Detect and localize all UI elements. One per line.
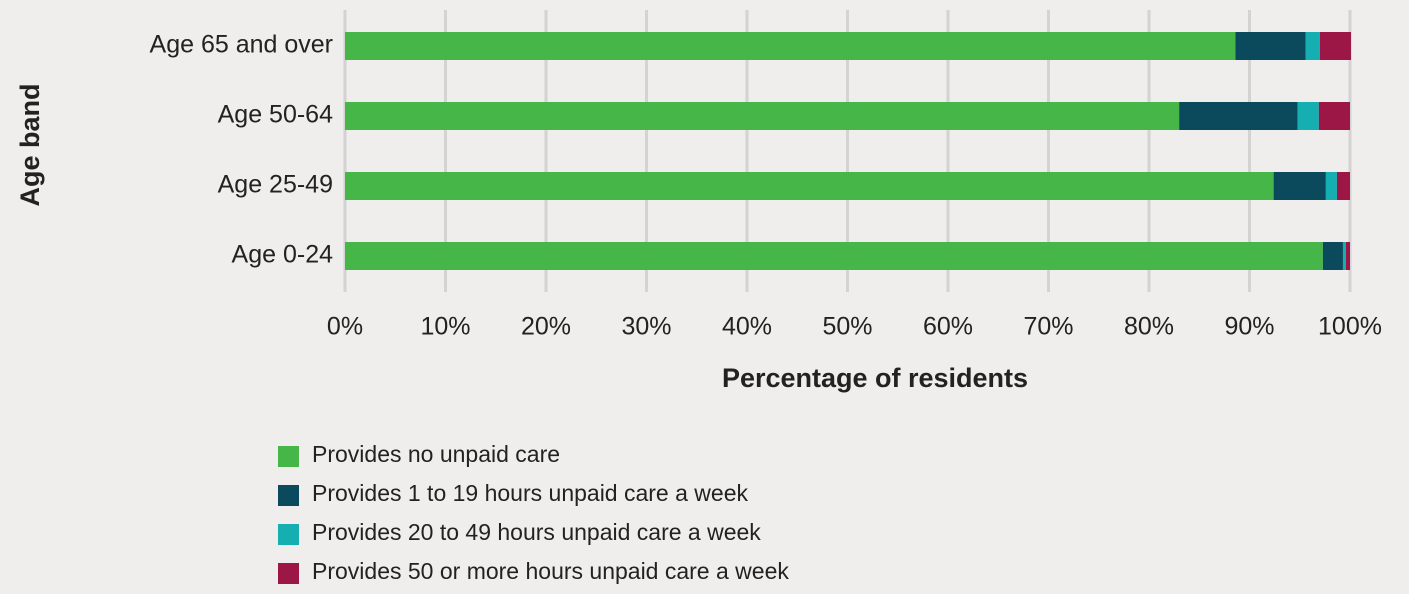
bar-segment (345, 172, 1274, 200)
bar-segment (1319, 32, 1352, 60)
y-tick-label: Age 50-64 (218, 101, 333, 129)
legend-swatch (278, 524, 299, 545)
x-tick-label: 10% (420, 313, 470, 341)
x-tick-label: 50% (822, 313, 872, 341)
bar-segment (1322, 242, 1343, 270)
bar-segment (1297, 102, 1319, 130)
legend-label: Provides 1 to 19 hours unpaid care a wee… (312, 480, 748, 506)
y-tick-label: Age 25-49 (218, 171, 333, 199)
y-axis-title: Age band (15, 83, 45, 206)
legend-swatch (278, 446, 299, 467)
bar-segment (1305, 32, 1320, 60)
legend-label: Provides no unpaid care (312, 441, 560, 467)
x-tick-label: 0% (327, 313, 363, 341)
legend-label: Provides 50 or more hours unpaid care a … (312, 558, 789, 584)
y-tick-label: Age 65 and over (150, 31, 333, 59)
bar-segment (1273, 172, 1326, 200)
bar-segment (345, 102, 1180, 130)
x-tick-label: 60% (923, 313, 973, 341)
x-tick-label: 40% (722, 313, 772, 341)
bar-segment (1179, 102, 1298, 130)
y-tick-label: Age 0-24 (232, 241, 334, 269)
bar-segment (345, 32, 1236, 60)
x-tick-label: 90% (1224, 313, 1274, 341)
bar-segment (1336, 172, 1350, 200)
x-tick-label: 100% (1318, 313, 1382, 341)
bar-segment (1325, 172, 1337, 200)
x-tick-label: 80% (1124, 313, 1174, 341)
legend-swatch (278, 563, 299, 584)
bar-segment (1345, 242, 1350, 270)
bar-segment (1235, 32, 1306, 60)
bar-segment (1342, 242, 1346, 270)
legend-swatch (278, 485, 299, 506)
x-tick-label: 20% (521, 313, 571, 341)
bar-segment (1318, 102, 1350, 130)
bar-segment (345, 242, 1323, 270)
x-axis-title: Percentage of residents (722, 363, 1028, 393)
x-tick-label: 70% (1023, 313, 1073, 341)
x-tick-label: 30% (621, 313, 671, 341)
legend-label: Provides 20 to 49 hours unpaid care a we… (312, 519, 761, 545)
